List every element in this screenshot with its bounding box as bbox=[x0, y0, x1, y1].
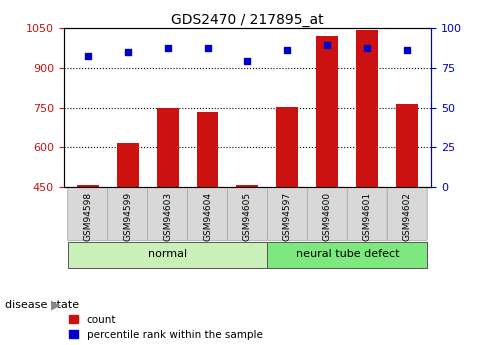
Point bbox=[203, 46, 211, 51]
Text: ▶: ▶ bbox=[51, 299, 61, 312]
Text: GSM94599: GSM94599 bbox=[123, 192, 132, 241]
Bar bbox=[317, 36, 338, 187]
Point bbox=[244, 58, 251, 64]
Text: normal: normal bbox=[148, 249, 187, 259]
Legend: count, percentile rank within the sample: count, percentile rank within the sample bbox=[69, 315, 263, 340]
Bar bbox=[196, 111, 219, 187]
Point bbox=[164, 46, 171, 51]
FancyBboxPatch shape bbox=[268, 242, 427, 268]
Text: GSM94605: GSM94605 bbox=[243, 192, 252, 241]
FancyBboxPatch shape bbox=[387, 187, 427, 241]
FancyBboxPatch shape bbox=[68, 242, 268, 268]
Text: GSM94601: GSM94601 bbox=[363, 192, 372, 241]
FancyBboxPatch shape bbox=[347, 187, 387, 241]
Bar bbox=[237, 185, 258, 187]
Bar bbox=[356, 30, 378, 187]
FancyBboxPatch shape bbox=[307, 187, 347, 241]
Bar bbox=[396, 104, 418, 187]
Text: GSM94604: GSM94604 bbox=[203, 192, 212, 241]
Bar bbox=[117, 144, 139, 187]
Bar bbox=[76, 185, 98, 187]
FancyBboxPatch shape bbox=[108, 187, 147, 241]
Point bbox=[123, 49, 131, 54]
Point bbox=[403, 47, 411, 53]
Title: GDS2470 / 217895_at: GDS2470 / 217895_at bbox=[171, 12, 324, 27]
FancyBboxPatch shape bbox=[147, 187, 188, 241]
Text: neural tube defect: neural tube defect bbox=[295, 249, 399, 259]
FancyBboxPatch shape bbox=[188, 187, 227, 241]
Bar bbox=[276, 107, 298, 187]
FancyBboxPatch shape bbox=[227, 187, 268, 241]
Bar bbox=[157, 108, 178, 187]
Text: GSM94597: GSM94597 bbox=[283, 192, 292, 241]
FancyBboxPatch shape bbox=[268, 187, 307, 241]
Point bbox=[284, 47, 292, 53]
Text: GSM94600: GSM94600 bbox=[323, 192, 332, 241]
Text: GSM94602: GSM94602 bbox=[403, 192, 412, 241]
Point bbox=[84, 53, 92, 59]
Point bbox=[364, 46, 371, 51]
Point bbox=[323, 42, 331, 48]
Text: GSM94603: GSM94603 bbox=[163, 192, 172, 241]
FancyBboxPatch shape bbox=[68, 187, 108, 241]
Text: disease state: disease state bbox=[5, 300, 79, 310]
Text: GSM94598: GSM94598 bbox=[83, 192, 92, 241]
